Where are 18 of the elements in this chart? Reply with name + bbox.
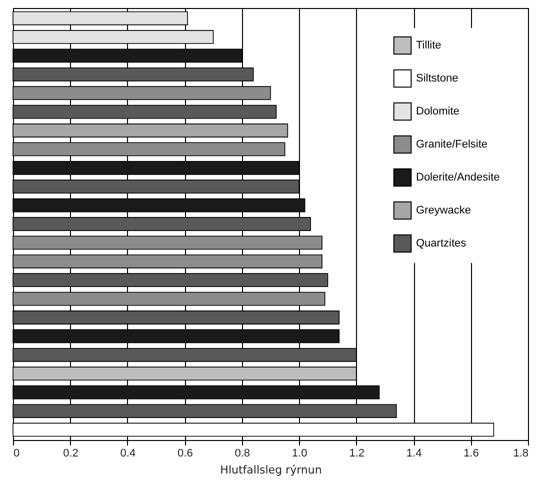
x-tick-label: 0.4 [120,448,136,460]
legend-label: Dolerite/Andesite [416,172,500,184]
x-axis-title: Hlutfallsleg rýrnun [220,464,322,476]
x-tick-label: 0.2 [63,448,78,460]
x-tick-label: 1.4 [406,448,422,460]
legend-label: Tillite [416,40,442,52]
legend-label: Dolomite [416,106,460,118]
x-tick-label: 1.8 [513,448,528,460]
x-tick-label: 1.0 [292,448,308,460]
x-tick-label: 1.2 [349,448,364,460]
legend-label: Granite/Felsite [416,138,488,150]
x-tick-label: 0.8 [234,448,250,460]
x-tick-label: 0.6 [178,448,193,460]
legend-label: Quartzites [416,238,467,250]
legend-label: Siltstone [416,72,458,84]
x-tick-label: 0 [14,448,20,460]
x-tick-label: 1.6 [464,448,479,460]
legend-label: Greywacke [416,204,472,216]
